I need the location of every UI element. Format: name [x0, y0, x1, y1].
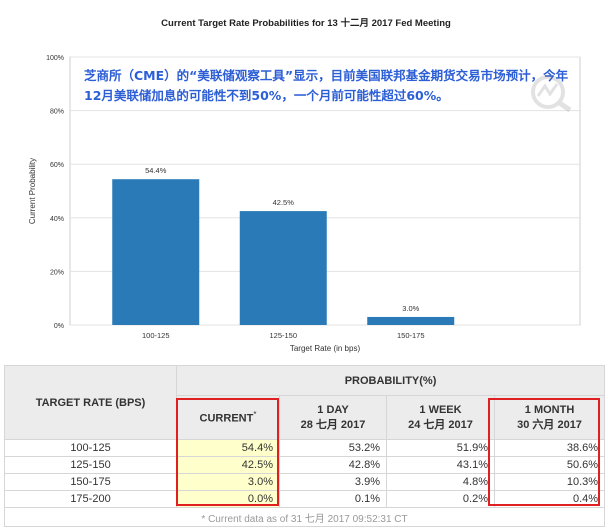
bar-value-label: 54.4%	[145, 166, 167, 175]
annotation-text: 芝商所（CME）的“美联储观察工具”显示，目前美国联邦基金期货交易市场预计，今年…	[84, 68, 569, 103]
one-day-value-cell: 3.9%	[279, 473, 387, 491]
current-footnote-marker: *	[253, 410, 257, 420]
x-axis-label: Target Rate (in bps)	[290, 344, 361, 353]
column-current-label: CURRENT	[199, 412, 254, 425]
x-axis-ticks: 100-125 125-150 150-175	[142, 331, 425, 340]
y-axis-label: Current Probability	[28, 158, 37, 224]
probability-table-wrapper: TARGET RATE (BPS) PROBABILITY(%) CURRENT…	[3, 365, 606, 527]
probability-header: PROBABILITY(%)	[175, 365, 606, 396]
rate-cell: 100-125	[4, 439, 177, 457]
table-row: 150-175 3.0% 3.9% 4.8% 10.3%	[4, 473, 606, 491]
column-1-week-date: 24 七月 2017	[408, 418, 473, 431]
column-1-month-date: 30 六月 2017	[517, 418, 582, 431]
x-tick-label: 150-175	[397, 331, 425, 340]
y-tick-label: 20%	[50, 269, 64, 276]
y-tick-label: 100%	[46, 55, 64, 62]
one-day-value-cell: 53.2%	[279, 439, 387, 457]
table-row: 175-200 0.0% 0.1% 0.2% 0.4%	[4, 490, 606, 508]
one-week-value-cell: 4.8%	[386, 473, 495, 491]
current-value-cell: 54.4%	[176, 439, 280, 457]
one-week-value-cell: 0.2%	[386, 490, 495, 508]
one-week-value-cell: 43.1%	[386, 456, 495, 474]
bar	[239, 211, 327, 325]
x-tick-label: 125-150	[269, 331, 297, 340]
y-tick-label: 80%	[50, 109, 64, 116]
one-day-value-cell: 0.1%	[279, 490, 387, 508]
watermark-logo-icon	[531, 75, 572, 112]
current-value-cell: 42.5%	[176, 456, 280, 474]
y-axis-ticks: 0% 20% 40% 60% 80% 100%	[46, 55, 64, 330]
current-column-highlight-box	[176, 398, 279, 506]
x-tick-label: 100-125	[142, 331, 170, 340]
rate-cell: 125-150	[4, 456, 177, 474]
one-month-value-cell: 10.3%	[493, 473, 606, 491]
bar	[367, 316, 455, 325]
bar-chart: Current Target Rate Probabilities for 13…	[28, 17, 581, 353]
bar-value-label: 3.0%	[402, 304, 419, 313]
one-day-value-cell: 42.8%	[279, 456, 387, 474]
column-1-month-label: 1 MONTH	[524, 403, 575, 416]
bar	[112, 179, 200, 325]
rate-cell: 175-200	[4, 490, 177, 508]
current-value-cell: 3.0%	[176, 473, 280, 491]
target-rate-header: TARGET RATE (BPS)	[4, 365, 177, 440]
chart-title: Current Target Rate Probabilities for 13…	[161, 17, 451, 29]
bars: 54.4% 42.5% 3.0%	[112, 166, 455, 325]
chart-area: Current Target Rate Probabilities for 13…	[28, 17, 581, 353]
bar-value-label: 42.5%	[273, 198, 295, 207]
probability-table: TARGET RATE (BPS) PROBABILITY(%) CURRENT…	[3, 365, 606, 527]
y-tick-label: 60%	[50, 162, 64, 169]
column-1-week-label: 1 WEEK	[419, 403, 462, 416]
column-header-1-week: 1 WEEK 24 七月 2017	[386, 395, 495, 440]
y-tick-label: 40%	[50, 216, 64, 223]
current-value-cell: 0.0%	[176, 490, 280, 508]
column-1-day-date: 28 七月 2017	[300, 418, 366, 431]
one-month-value-cell: 0.4%	[493, 490, 606, 508]
column-1-day-label: 1 DAY	[317, 403, 349, 416]
column-header-1-month: 1 MONTH 30 六月 2017	[493, 395, 606, 440]
table-row: 100-125 54.4% 53.2% 51.9% 38.6%	[4, 439, 606, 457]
one-month-column-highlight-box	[488, 398, 600, 506]
y-tick-label: 0%	[54, 323, 64, 330]
table-footnote: * Current data as of 31 七月 2017 09:52:31…	[3, 507, 606, 527]
rate-cell: 150-175	[4, 473, 177, 491]
one-week-value-cell: 51.9%	[386, 439, 495, 457]
table-row: 125-150 42.5% 42.8% 43.1% 50.6%	[4, 456, 606, 474]
column-header-1-day: 1 DAY 28 七月 2017	[279, 395, 387, 440]
